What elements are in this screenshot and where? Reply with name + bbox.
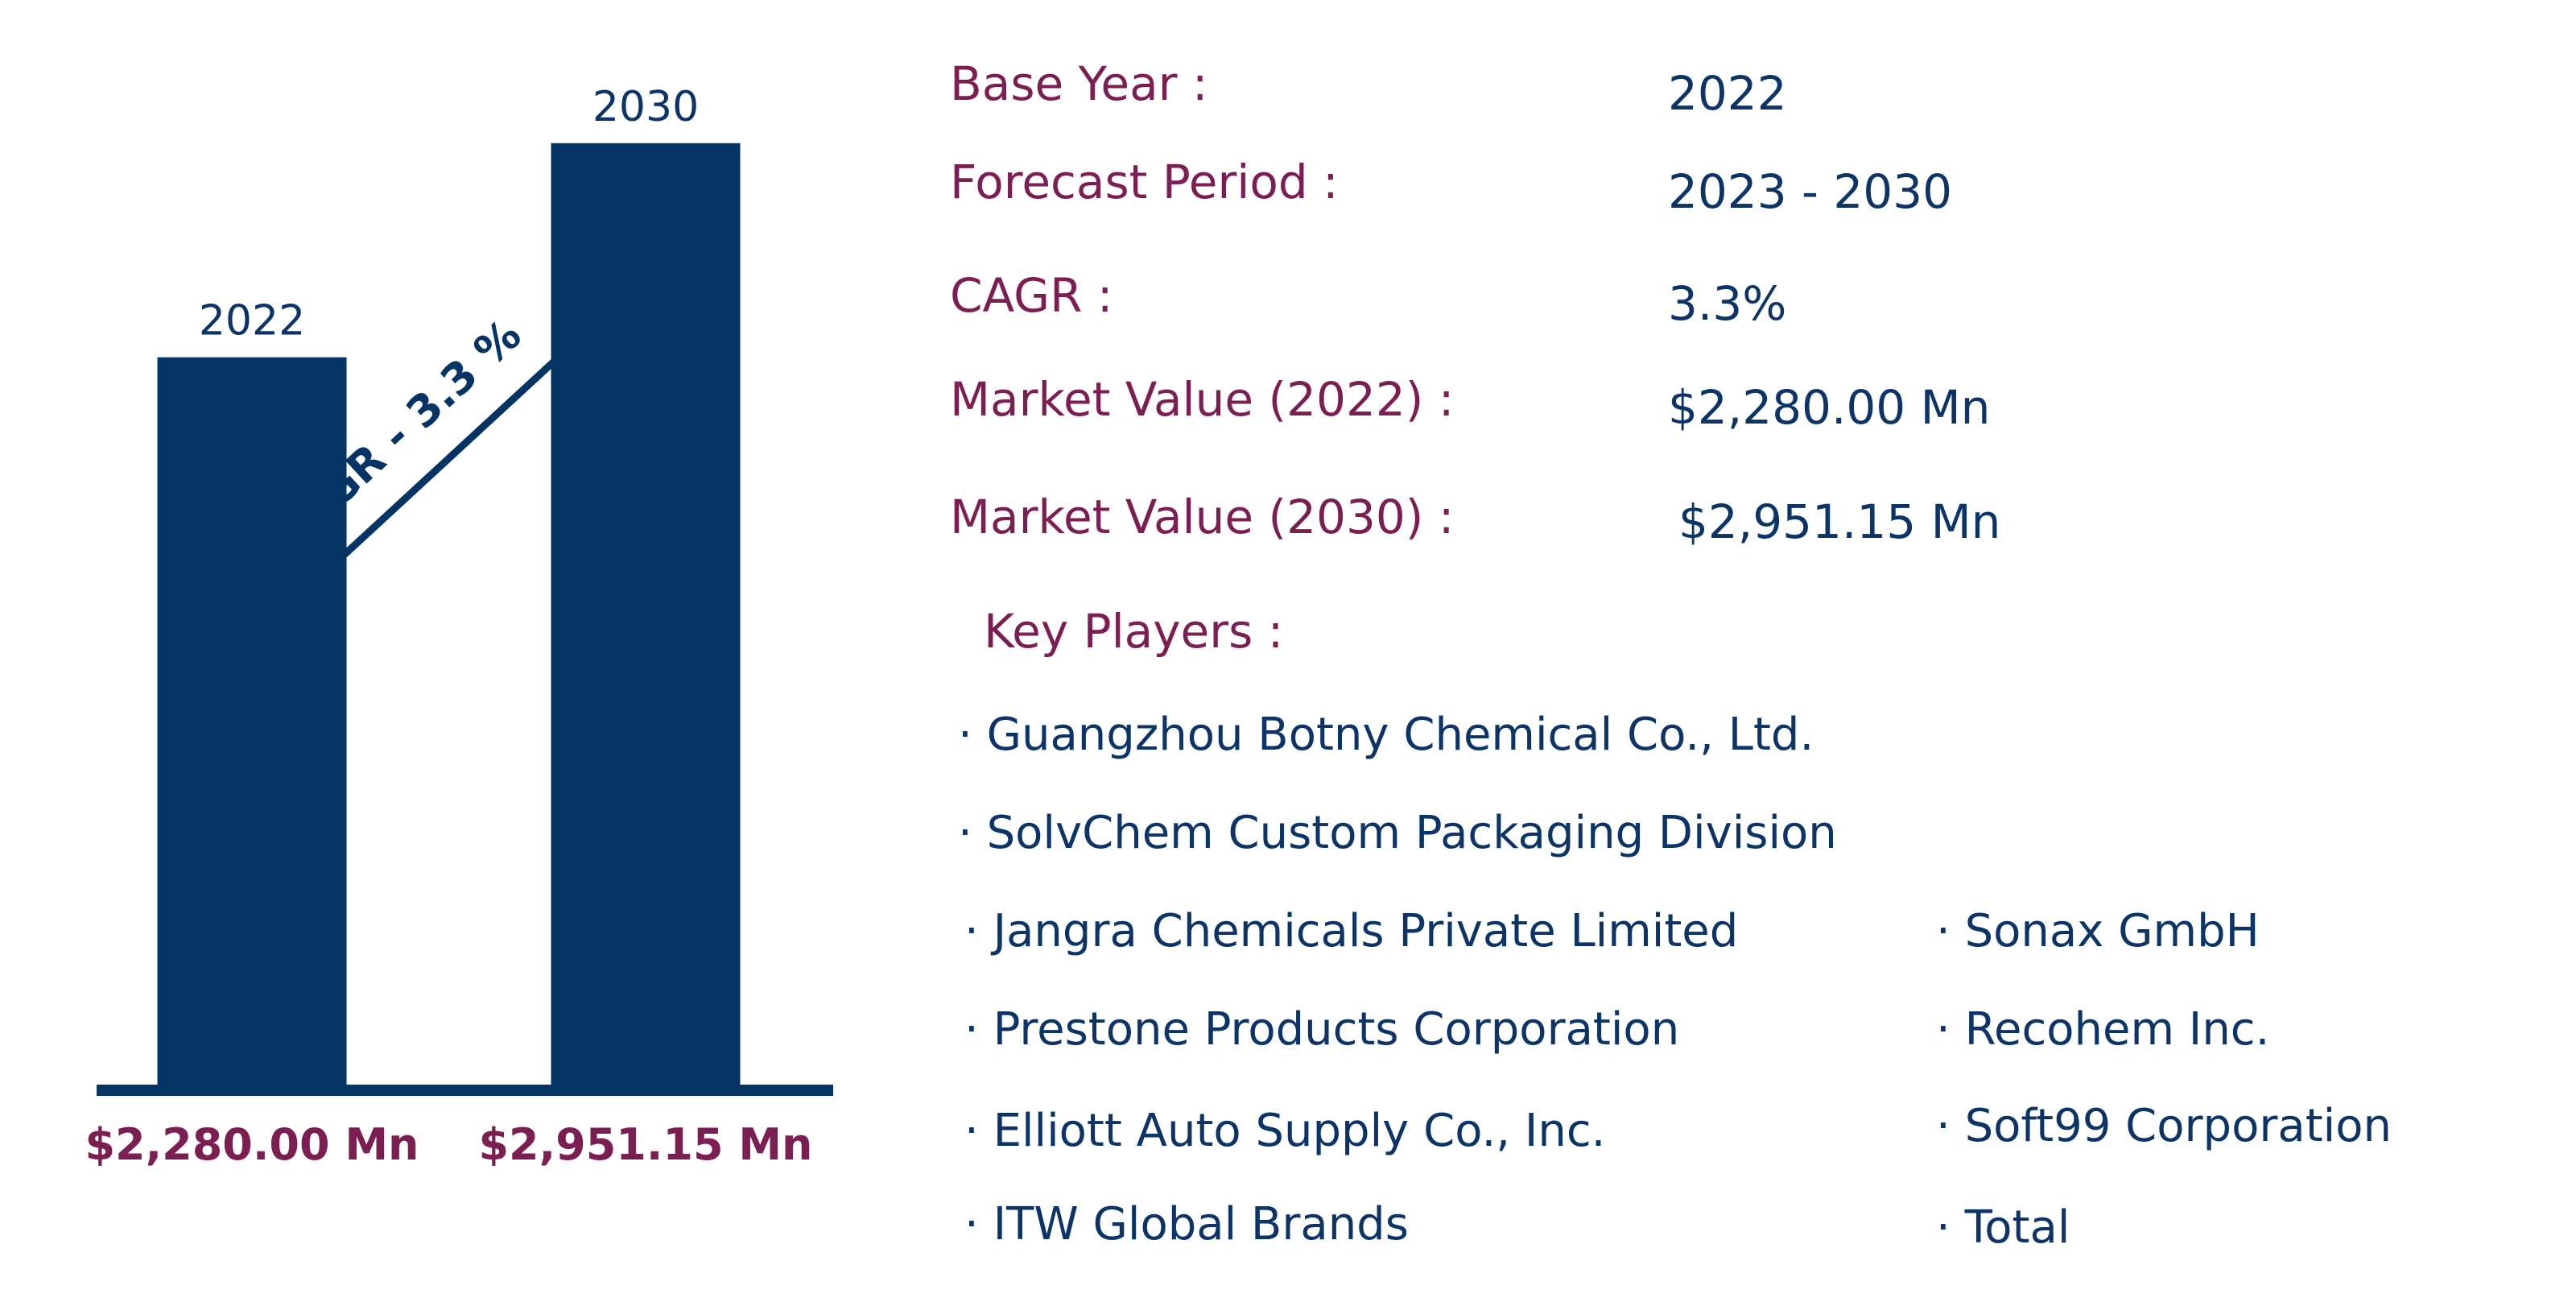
cagr-label: CAGR :: [950, 268, 1113, 323]
player-item: · Soft99 Corporation: [1936, 1100, 2392, 1152]
player-item: · ITW Global Brands: [964, 1198, 1409, 1250]
base-year-value: 2022: [1668, 66, 1787, 121]
market-value-2030-value: $2,951.15 Mn: [1678, 494, 2001, 549]
category-label-2022: 2022: [199, 297, 305, 345]
cagr-arrow: [252, 282, 640, 640]
player-item: · Guangzhou Botny Chemical Co., Ltd.: [958, 709, 1814, 761]
value-label-2022: $2,280.00 Mn: [85, 1119, 419, 1170]
key-players-label: Key Players :: [984, 604, 1284, 659]
bar-2022: [157, 357, 347, 1085]
player-item: · Prestone Products Corporation: [964, 1003, 1680, 1056]
player-item: · Elliott Auto Supply Co., Inc.: [964, 1105, 1606, 1157]
base-year-label: Base Year :: [950, 56, 1208, 111]
category-label-2030: 2030: [592, 83, 699, 131]
market-bar-chart: 2022 2030 $2,280.00 Mn $2,951.15 Mn CAGR…: [85, 83, 833, 1170]
bar-2030: [551, 143, 741, 1085]
player-item: · Jangra Chemicals Private Limited: [964, 905, 1739, 957]
forecast-period-label: Forecast Period :: [950, 155, 1339, 209]
player-item: · SolvChem Custom Packaging Division: [958, 807, 1837, 859]
market-value-2022-label: Market Value (2022) :: [950, 372, 1455, 427]
player-item: · Recohem Inc.: [1936, 1003, 2270, 1056]
forecast-period-value: 2023 - 2030: [1668, 164, 1953, 219]
player-item: · Sonax GmbH: [1936, 905, 2260, 957]
player-item: · Total: [1936, 1201, 2070, 1254]
market-value-2030-label: Market Value (2030) :: [950, 490, 1455, 544]
market-value-2022-value: $2,280.00 Mn: [1668, 380, 1991, 435]
value-label-2030: $2,951.15 Mn: [478, 1119, 812, 1170]
cagr-value: 3.3%: [1668, 276, 1787, 331]
